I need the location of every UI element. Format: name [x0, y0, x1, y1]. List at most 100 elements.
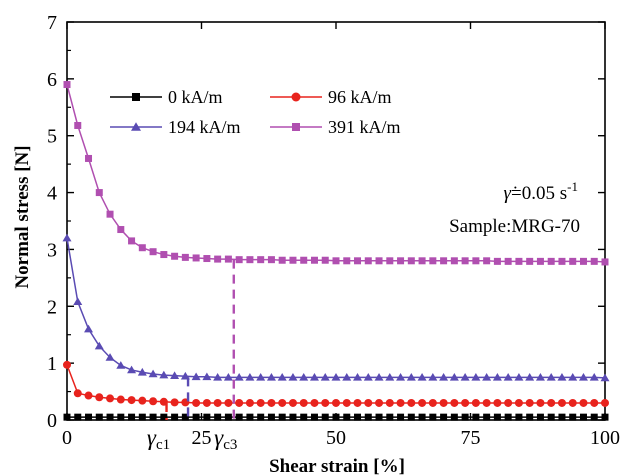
data-point-square	[536, 257, 544, 265]
data-point-triangle	[557, 373, 567, 381]
x-tick-label: 50	[326, 427, 346, 449]
data-point-square	[569, 413, 577, 421]
data-point-circle	[310, 398, 319, 407]
data-point-square	[569, 257, 577, 265]
data-point-square	[590, 413, 598, 421]
data-point-square	[85, 154, 93, 162]
data-point-triangle	[62, 233, 72, 242]
data-point-square	[106, 413, 114, 421]
data-point-square	[354, 413, 362, 421]
data-point-square	[483, 257, 491, 265]
data-point-square	[375, 413, 383, 421]
data-point-triangle	[353, 373, 363, 381]
data-point-circle	[95, 393, 104, 402]
data-point-square	[246, 413, 254, 421]
data-point-square	[526, 413, 534, 421]
data-point-square	[149, 413, 157, 421]
data-point-triangle	[234, 373, 244, 381]
data-point-triangle	[460, 373, 470, 381]
data-point-square	[504, 257, 512, 265]
data-point-circle	[192, 398, 201, 407]
data-point-triangle	[546, 373, 556, 381]
data-point-square	[579, 413, 587, 421]
data-point-square	[74, 413, 82, 421]
legend-label: 0 kA/m	[168, 87, 223, 107]
data-point-square	[257, 413, 265, 421]
data-point-square	[106, 210, 114, 218]
data-point-triangle	[73, 297, 83, 306]
data-point-circle	[353, 398, 362, 407]
data-point-triangle	[503, 373, 513, 381]
series-0	[63, 413, 609, 421]
data-point-circle	[493, 398, 502, 407]
data-point-square	[160, 251, 168, 259]
data-point-square	[138, 244, 146, 252]
data-point-square	[171, 413, 179, 421]
y-tick-label: 2	[47, 296, 57, 318]
data-point-triangle	[428, 373, 438, 381]
data-point-circle	[514, 398, 523, 407]
data-point-square	[95, 189, 103, 197]
data-point-circle	[375, 398, 384, 407]
data-point-circle	[601, 398, 609, 407]
data-point-square	[192, 254, 200, 262]
shear-rate-label: γ̇=0.05 s-1	[504, 179, 578, 204]
data-point-triangle	[170, 371, 180, 379]
data-point-square	[504, 413, 512, 421]
data-point-square	[128, 413, 136, 421]
data-point-square	[461, 257, 469, 265]
data-point-square	[601, 258, 609, 266]
data-point-triangle	[116, 361, 126, 369]
data-point-circle	[525, 398, 534, 407]
data-point-square	[526, 257, 534, 265]
data-point-square	[493, 413, 501, 421]
data-point-circle	[127, 396, 136, 405]
data-point-square	[203, 255, 211, 263]
data-point-circle	[450, 398, 459, 407]
sample-label: Sample:MRG-70	[449, 216, 580, 237]
data-point-square	[472, 413, 480, 421]
data-point-circle	[245, 398, 254, 407]
data-point-circle	[482, 398, 491, 407]
data-point-square	[461, 413, 469, 421]
data-point-square	[192, 413, 200, 421]
data-point-square	[132, 93, 140, 101]
data-point-square	[128, 237, 136, 245]
data-point-triangle	[223, 373, 233, 381]
data-point-square	[579, 257, 587, 265]
data-point-triangle	[159, 370, 169, 379]
data-point-triangle	[277, 373, 287, 381]
data-point-circle	[504, 398, 513, 407]
data-point-square	[558, 413, 566, 421]
data-point-square	[224, 413, 232, 421]
data-point-triangle	[94, 341, 104, 350]
y-axis-title: Normal stress [N]	[12, 145, 33, 288]
data-point-triangle	[202, 372, 212, 381]
data-point-square	[515, 413, 523, 421]
data-point-circle	[116, 395, 125, 404]
x-tick-label: 0	[62, 427, 72, 449]
data-point-circle	[170, 398, 179, 407]
x-axis-title: Shear strain [%]	[269, 456, 405, 475]
data-point-triangle	[525, 373, 535, 381]
data-point-square	[483, 413, 491, 421]
data-point-square	[418, 413, 426, 421]
data-point-square	[386, 413, 394, 421]
critical-strain-label: γc1	[147, 425, 170, 453]
data-point-triangle	[589, 373, 599, 381]
data-point-square	[397, 413, 405, 421]
data-point-square	[63, 413, 71, 421]
data-point-square	[278, 256, 286, 264]
data-point-triangle	[385, 373, 395, 381]
data-point-triangle	[131, 122, 141, 131]
data-point-triangle	[492, 373, 502, 381]
y-tick-label: 5	[47, 126, 57, 148]
data-point-triangle	[127, 365, 137, 374]
y-tick-label: 3	[47, 239, 57, 261]
data-point-circle	[63, 360, 71, 369]
data-point-triangle	[299, 373, 309, 381]
data-point-square	[343, 413, 351, 421]
data-point-triangle	[514, 373, 524, 381]
data-point-circle	[407, 398, 416, 407]
